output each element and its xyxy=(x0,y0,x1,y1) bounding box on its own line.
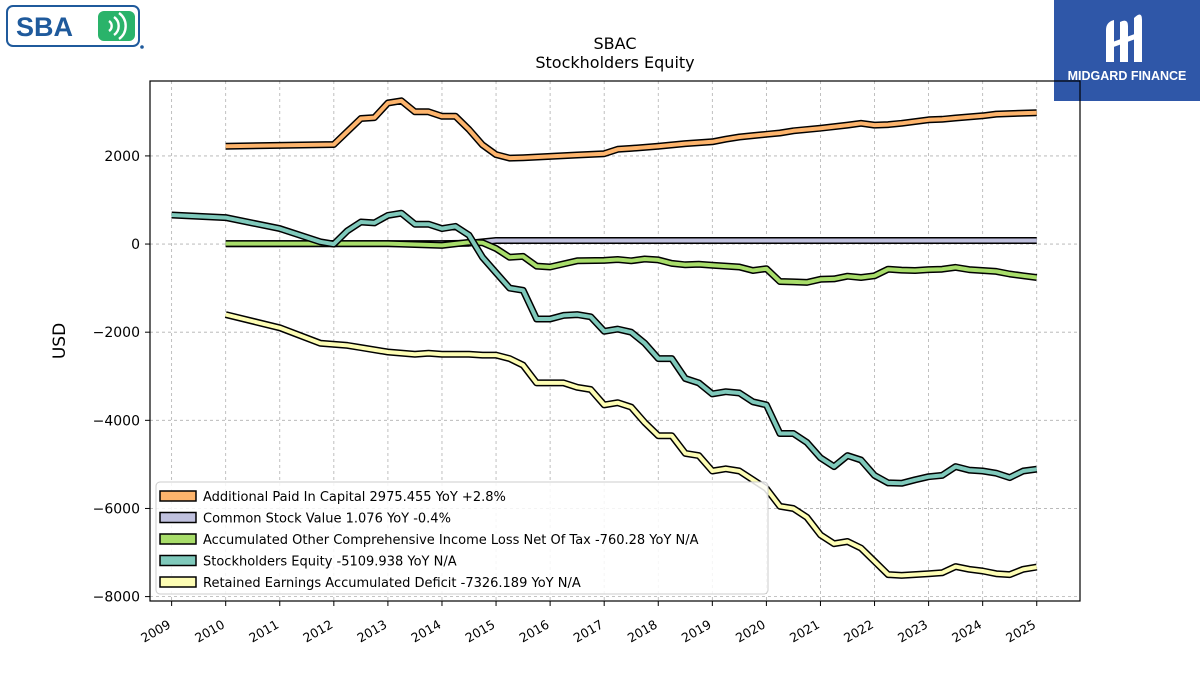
midgard-emblem-icon xyxy=(1106,14,1142,63)
series-line-accumulated-other-comprehensive-income-loss-net-of-tax xyxy=(225,238,1038,286)
legend-entry: Common Stock Value 1.076 YoY -0.4% xyxy=(203,512,451,527)
x-tick-label: 2016 xyxy=(517,617,552,646)
legend-entry: Accumulated Other Comprehensive Income L… xyxy=(203,533,699,548)
x-tick-label: 2009 xyxy=(138,617,173,646)
sba-logo-text: SBA xyxy=(16,12,73,42)
x-tick-label: 2014 xyxy=(408,617,443,646)
legend-swatch xyxy=(159,511,197,524)
legend-swatch xyxy=(159,490,197,502)
x-tick-label: 2021 xyxy=(787,617,822,646)
series-line-retained-earnings-accumulated-deficit xyxy=(224,311,1038,579)
chart-title: SBAC xyxy=(593,34,637,53)
series-core xyxy=(171,211,1037,486)
x-tick-label: 2024 xyxy=(949,617,984,646)
legend-entry: Additional Paid In Capital 2975.455 YoY … xyxy=(203,490,506,505)
x-tick-label: 2019 xyxy=(679,617,714,646)
x-tick-label: 2011 xyxy=(246,617,281,646)
legend-entry: Stockholders Equity -5109.938 YoY N/A xyxy=(203,555,457,570)
legend-swatch xyxy=(159,533,197,545)
x-tick-label: 2013 xyxy=(354,617,389,646)
midgard-finance-logo: MIDGARD FINANCE xyxy=(1054,0,1200,101)
y-tick-label: −2000 xyxy=(93,325,140,341)
x-tick-label: 2010 xyxy=(192,617,227,646)
y-tick-label: −6000 xyxy=(93,501,140,517)
x-tick-label: 2018 xyxy=(625,617,660,646)
series-layer xyxy=(171,97,1038,579)
x-tick-label: 2023 xyxy=(895,617,930,646)
legend-entry: Retained Earnings Accumulated Deficit -7… xyxy=(203,576,581,591)
series-line-stockholders-equity xyxy=(171,209,1038,487)
legend: Additional Paid In Capital 2975.455 YoY … xyxy=(155,481,769,595)
midgard-logo-text: MIDGARD FINANCE xyxy=(1068,69,1187,83)
legend-swatch xyxy=(159,576,197,588)
x-tick-label: 2015 xyxy=(462,617,497,646)
legend-box xyxy=(155,481,769,595)
y-tick-label: 0 xyxy=(131,237,140,253)
plot-frame xyxy=(149,80,1081,602)
x-tick-label: 2022 xyxy=(841,617,876,646)
series-core xyxy=(225,240,1037,285)
legend-swatch xyxy=(159,554,197,567)
x-tick-label: 2020 xyxy=(733,617,768,646)
x-tick-label: 2017 xyxy=(571,617,606,646)
x-tick-label: 2025 xyxy=(1003,617,1038,646)
y-tick-label: 2000 xyxy=(104,149,140,165)
x-tick-label: 2012 xyxy=(300,617,335,646)
series-core xyxy=(225,312,1038,578)
series-line-additional-paid-in-capital xyxy=(225,97,1037,162)
y-axis-label: USD xyxy=(50,323,70,359)
y-tick-label: −4000 xyxy=(93,413,140,429)
sba-logo: SBA xyxy=(6,5,146,51)
y-tick-label: −8000 xyxy=(93,590,140,606)
chart-subtitle: Stockholders Equity xyxy=(535,53,695,72)
series-core xyxy=(225,98,1037,161)
